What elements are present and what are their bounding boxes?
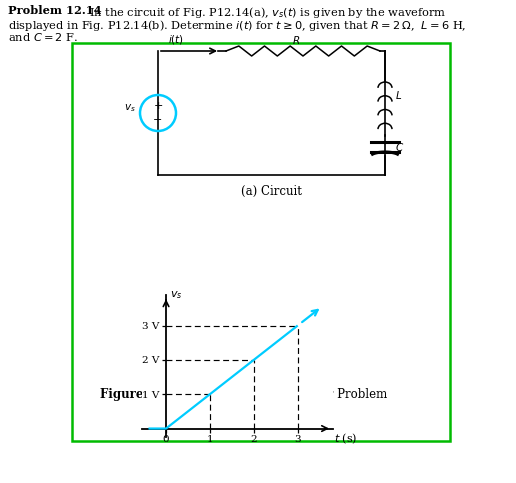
Text: $v_s$: $v_s$ — [124, 102, 136, 114]
Text: $v_s$: $v_s$ — [170, 290, 182, 301]
Text: $C$: $C$ — [395, 141, 404, 153]
Text: (b) $v_s(t)$: (b) $v_s(t)$ — [237, 353, 284, 368]
Text: In the circuit of Fig. P12.14(a), $v_s(t)$ is given by the waveform: In the circuit of Fig. P12.14(a), $v_s(t… — [82, 5, 446, 20]
Text: Figure P12.14: Figure P12.14 — [100, 388, 193, 401]
Text: (a) Circuit: (a) Circuit — [241, 185, 302, 198]
Text: −: − — [153, 115, 163, 125]
Bar — [72, 43, 450, 441]
Text: displayed in Fig. P12.14(b). Determine $i(t)$ for $t \geq 0$, given that $R = 2\: displayed in Fig. P12.14(b). Determine $… — [8, 18, 466, 33]
Text: $i(t)$: $i(t)$ — [168, 33, 184, 46]
Text: $L$: $L$ — [395, 89, 402, 101]
Text: and $C = 2$ F.: and $C = 2$ F. — [8, 31, 78, 43]
Text: Circuit and waveform for Problem
12.14.: Circuit and waveform for Problem 12.14. — [176, 388, 387, 416]
Text: +: + — [153, 101, 163, 111]
Text: $R$: $R$ — [292, 34, 300, 46]
Text: Problem 12.14: Problem 12.14 — [8, 5, 102, 16]
Text: $t$ (s): $t$ (s) — [334, 431, 357, 446]
